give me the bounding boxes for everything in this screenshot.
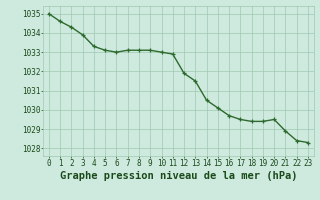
X-axis label: Graphe pression niveau de la mer (hPa): Graphe pression niveau de la mer (hPa) bbox=[60, 171, 297, 181]
